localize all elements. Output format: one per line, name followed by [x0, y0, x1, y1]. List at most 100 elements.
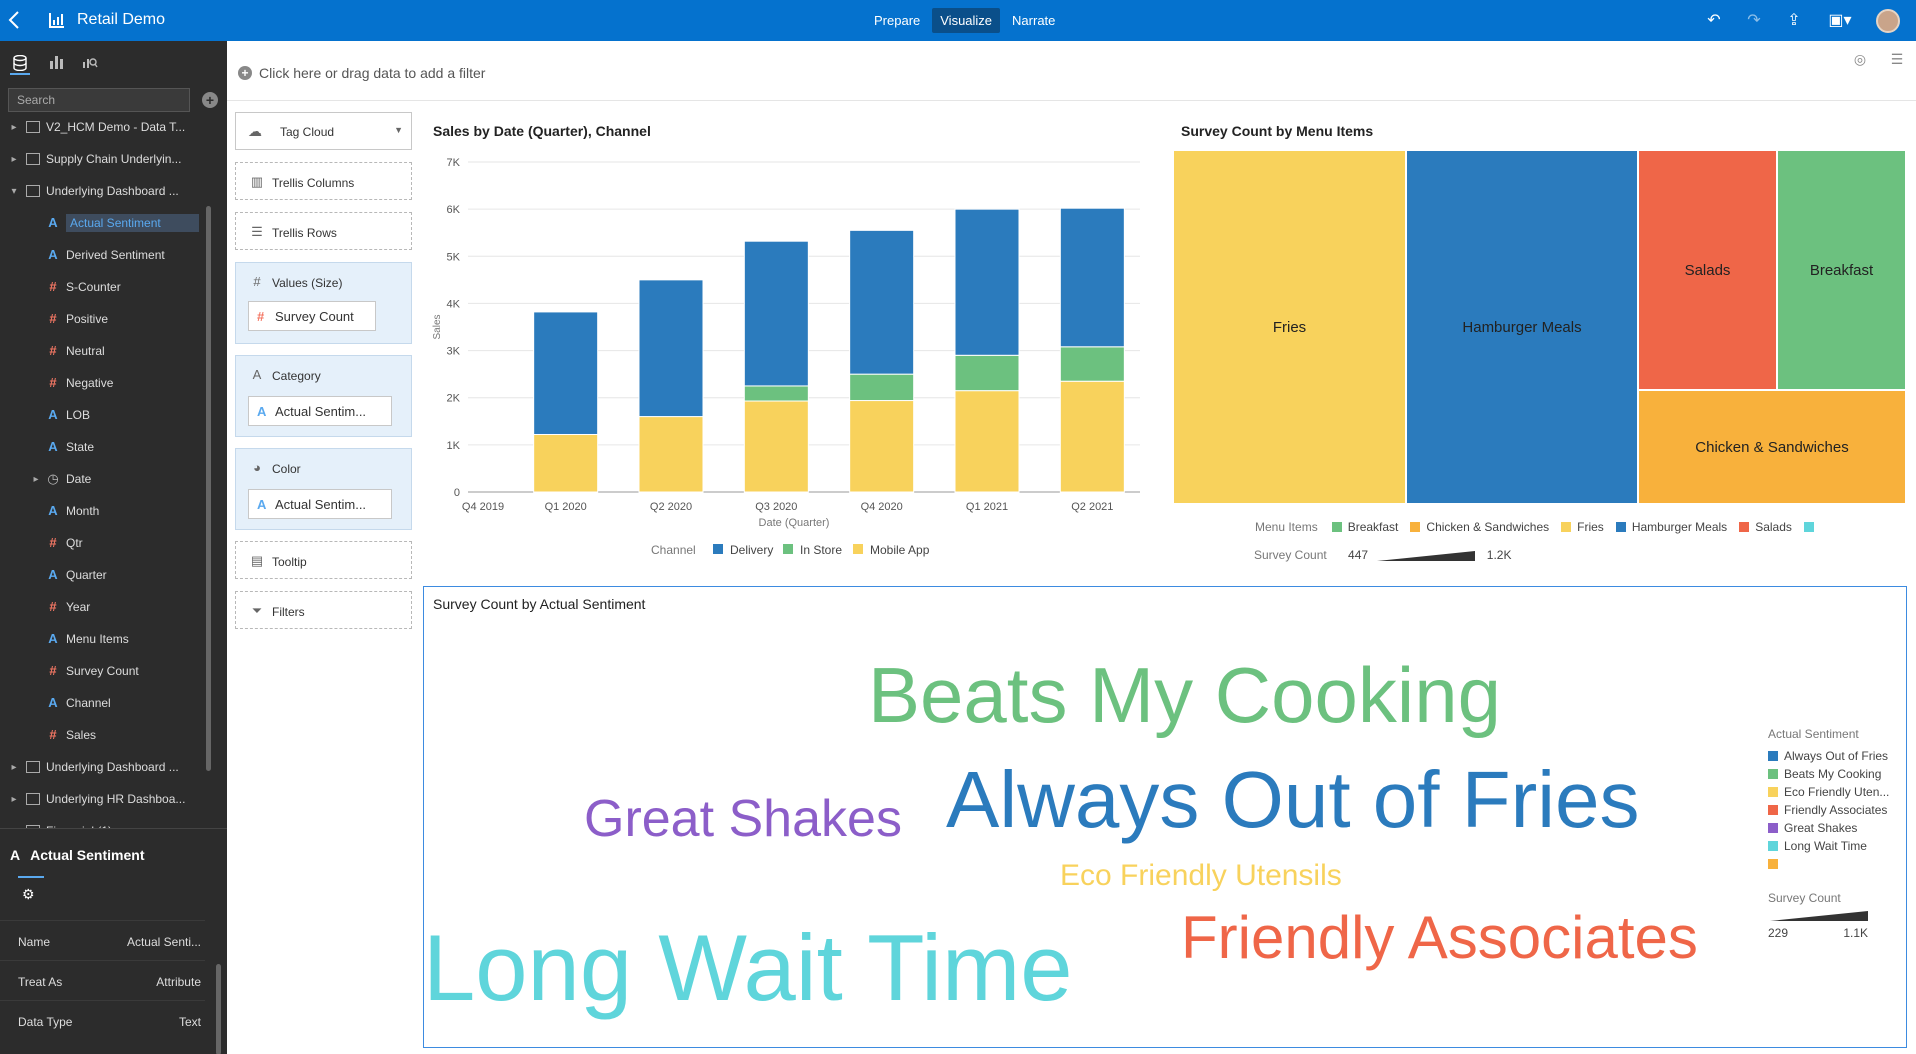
legend-item[interactable]: Hamburger Meals [1615, 520, 1727, 534]
bar-segment[interactable] [1059, 380, 1125, 493]
visualizations-tab-icon[interactable] [46, 55, 66, 75]
tree-data-element[interactable]: A Actual Sentiment [0, 207, 210, 239]
actual-sentiment-chip[interactable]: A Actual Sentim... [248, 396, 392, 426]
tag-word-great-shakes[interactable]: Great Shakes [584, 790, 902, 848]
legend-item[interactable]: Beats My Cooking [1768, 765, 1889, 783]
legend-item[interactable]: Breakfast [1331, 520, 1398, 534]
treemap-cell[interactable]: Chicken & Sandwiches [1638, 390, 1906, 504]
viz-type-selector[interactable]: ☁ Tag Cloud ▼ [235, 112, 412, 150]
legend-item[interactable] [1803, 522, 1820, 532]
values-size-drop[interactable]: # Values (Size) # Survey Count [235, 262, 412, 344]
filter-menu-icon[interactable]: ☰ [1890, 51, 1904, 67]
add-dataset-icon[interactable]: + [202, 92, 218, 108]
chevron-right-icon[interactable]: ▸ [11, 153, 17, 165]
tree-data-element[interactable]: A LOB [0, 399, 210, 431]
tree-data-element[interactable]: A Derived Sentiment [0, 239, 210, 271]
export-icon[interactable]: ⇪ [1787, 12, 1801, 29]
legend-item[interactable]: Long Wait Time [1768, 837, 1889, 855]
bar-segment[interactable] [954, 354, 1020, 392]
survey-count-chip[interactable]: # Survey Count [248, 301, 376, 331]
tree-dataset-item[interactable]: ▸ V2_HCM Demo - Data T... [0, 111, 210, 143]
tree-data-element[interactable]: A Channel [0, 687, 210, 719]
treemap-cell[interactable]: Fries [1173, 150, 1406, 504]
tree-data-element[interactable]: # Neutral [0, 335, 210, 367]
tree-data-element[interactable]: # Negative [0, 367, 210, 399]
properties-scrollbar[interactable] [216, 964, 221, 1054]
tooltip-drop[interactable]: ▤ Tooltip [235, 541, 412, 579]
save-icon[interactable]: ▣▾ [1828, 12, 1852, 29]
menu-items-treemap[interactable]: Fries Hamburger Meals Salads Breakfast Chick… [1173, 150, 1906, 504]
tree-data-element[interactable]: # Sales [0, 719, 210, 751]
tag-word-eco-friendly-utensils[interactable]: Eco Friendly Utensils [1060, 859, 1342, 892]
search-input[interactable]: Search [8, 88, 190, 112]
filter-hint[interactable]: Click here or drag data to add a filter [259, 65, 486, 81]
tab-visualize[interactable]: Visualize [932, 8, 1001, 33]
tree-data-element[interactable]: # Qtr [0, 527, 210, 559]
sales-bar-chart[interactable]: 0 1K 2K 3K 4K 5K 6K 7K Sales Q4 2019 Q1 2020 Q2 202… [428, 148, 1148, 580]
auto-apply-icon[interactable]: ◎ [1853, 51, 1867, 67]
treemap-cell[interactable]: Salads [1638, 150, 1777, 390]
bar-segment[interactable] [743, 385, 809, 402]
bar-segment[interactable] [849, 229, 915, 375]
redo-icon[interactable]: ↷ [1747, 12, 1761, 29]
chevron-down-icon[interactable]: ▾ [11, 185, 17, 197]
chevron-right-icon[interactable]: ▸ [11, 761, 17, 773]
bar-segment[interactable] [743, 240, 809, 387]
tree-dataset-item[interactable]: ▸ Underlying HR Dashboa... [0, 783, 210, 815]
bar-segment[interactable] [1059, 346, 1125, 382]
chevron-right-icon[interactable]: ▸ [11, 793, 17, 805]
tree-dataset-item[interactable]: ▾ Underlying Dashboard ... [0, 175, 210, 207]
chevron-right-icon[interactable]: ▸ [33, 473, 39, 485]
filters-drop[interactable]: ⏷ Filters [235, 591, 412, 629]
bar-segment[interactable] [849, 373, 915, 402]
trellis-columns-drop[interactable]: ▥ Trellis Columns [235, 162, 412, 200]
color-drop[interactable]: ◕ Color A Actual Sentim... [235, 448, 412, 530]
legend-item[interactable]: Salads [1739, 520, 1792, 534]
prop-row-treat-as[interactable]: Treat As Attribute [0, 960, 205, 1000]
bar-segment[interactable] [638, 279, 704, 418]
tag-cloud-canvas[interactable] [423, 586, 1907, 1048]
category-drop[interactable]: A Category A Actual Sentim... [235, 355, 412, 437]
undo-icon[interactable]: ↶ [1707, 12, 1721, 29]
bar-segment[interactable] [533, 433, 599, 493]
bar-segment[interactable] [638, 416, 704, 493]
tab-prepare[interactable]: Prepare [874, 13, 921, 28]
legend-item[interactable]: Chicken & Sandwiches [1410, 520, 1549, 534]
legend-item[interactable]: Always Out of Fries [1768, 747, 1889, 765]
filter-bar[interactable]: + Click here or drag data to add a filte… [227, 41, 1916, 101]
bar-segment[interactable] [849, 400, 915, 493]
add-filter-icon[interactable]: + [238, 66, 252, 80]
tab-narrate[interactable]: Narrate [1012, 13, 1056, 28]
avatar[interactable] [1876, 9, 1900, 33]
legend-item[interactable]: Fries [1561, 520, 1604, 534]
data-tab-icon[interactable] [10, 54, 30, 75]
tree-data-element[interactable]: A Quarter [0, 559, 210, 591]
tag-word-long-wait-time[interactable]: Long Wait Time [423, 915, 1073, 1020]
bar-segment[interactable] [954, 390, 1020, 493]
legend-item-label[interactable]: Delivery [730, 543, 773, 557]
back-arrow-icon[interactable] [8, 10, 26, 30]
trellis-rows-drop[interactable]: ☰ Trellis Rows [235, 212, 412, 250]
gear-icon[interactable]: ⚙ [22, 886, 35, 902]
legend-item[interactable]: Friendly Associates [1768, 801, 1889, 819]
tree-data-element[interactable]: A Menu Items [0, 623, 210, 655]
bar-segment[interactable] [954, 208, 1020, 356]
legend-item[interactable] [1768, 855, 1889, 873]
analytics-tab-icon[interactable] [80, 55, 100, 75]
tree-data-element[interactable]: # S-Counter [0, 271, 210, 303]
treemap-cell[interactable]: Hamburger Meals [1406, 150, 1638, 504]
legend-item-label[interactable]: Mobile App [870, 543, 930, 557]
legend-item[interactable]: Eco Friendly Uten... [1768, 783, 1889, 801]
legend-item[interactable]: Great Shakes [1768, 819, 1889, 837]
tree-dataset-item[interactable]: ▸ Supply Chain Underlyin... [0, 143, 210, 175]
tag-word-beats-my-cooking[interactable]: Beats My Cooking [868, 651, 1501, 739]
prop-value[interactable]: Text [178, 1015, 201, 1029]
legend-item-label[interactable]: In Store [800, 543, 842, 557]
actual-sentiment-color-chip[interactable]: A Actual Sentim... [248, 489, 392, 519]
chevron-right-icon[interactable]: ▸ [11, 121, 17, 133]
prop-row-data-type[interactable]: Data Type Text [0, 1000, 205, 1040]
bar-segment[interactable] [1059, 207, 1125, 348]
prop-value[interactable]: Actual Senti... [126, 935, 201, 949]
tag-word-friendly-associates[interactable]: Friendly Associates [1181, 904, 1698, 971]
tree-data-element[interactable]: A State [0, 431, 210, 463]
